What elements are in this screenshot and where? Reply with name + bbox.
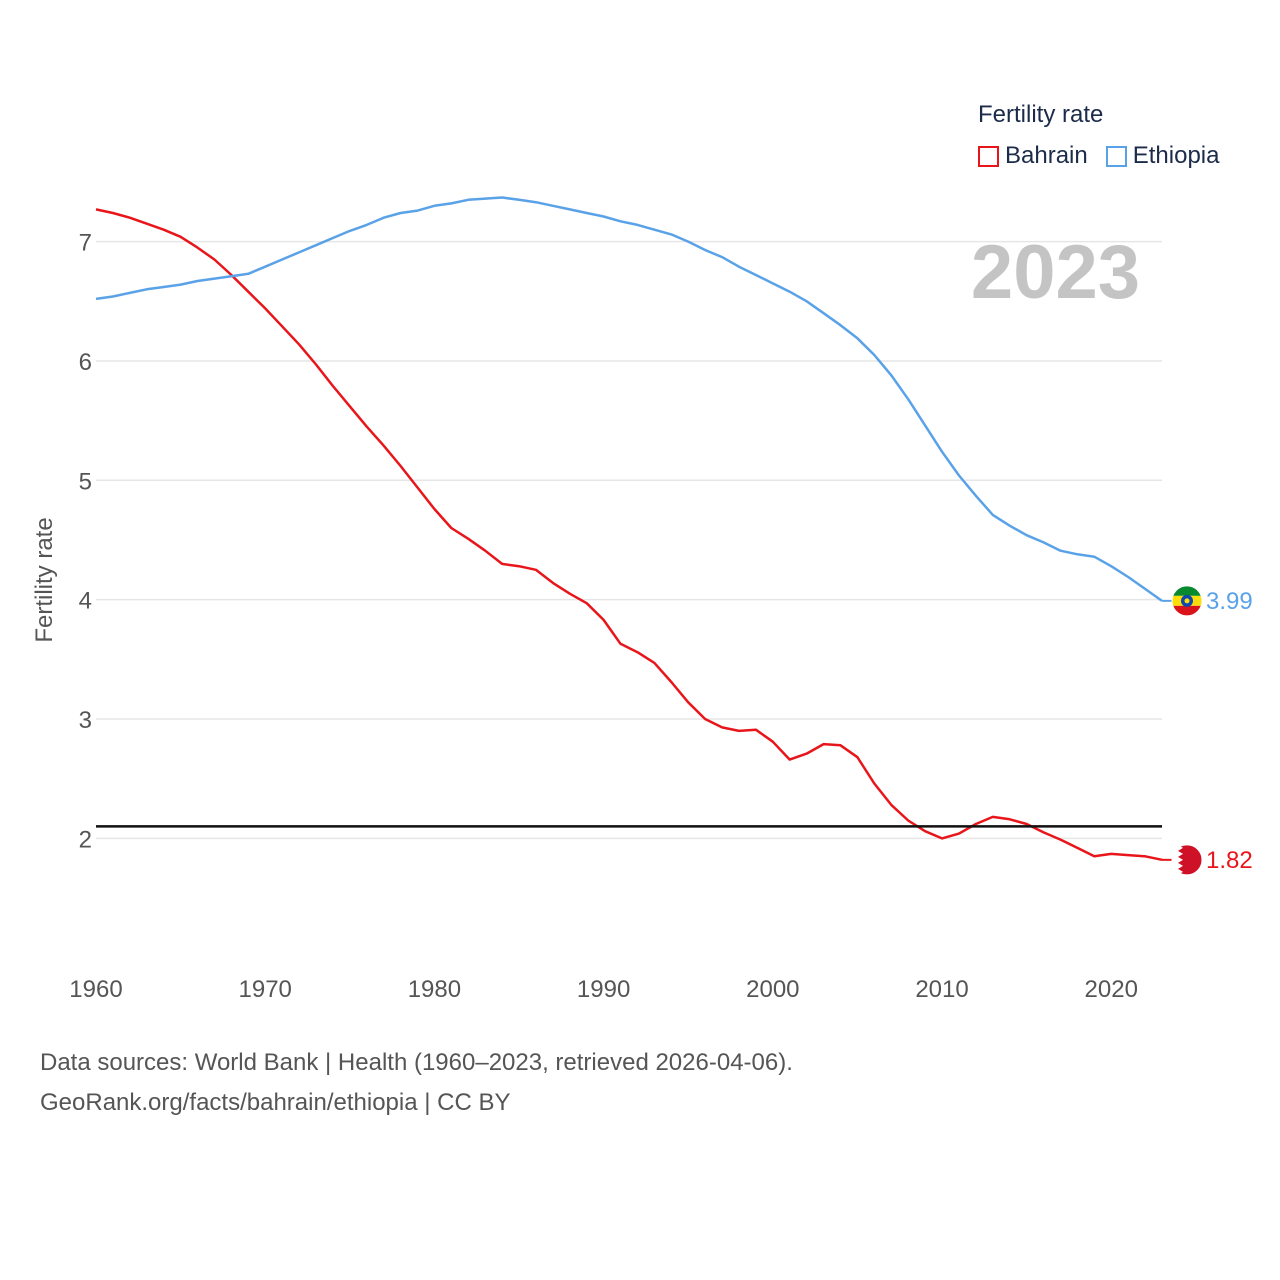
y-tick-label: 3 [79,707,92,734]
x-tick-label: 1980 [408,976,461,1003]
legend-swatch-ethiopia [1105,145,1127,167]
legend-title: Fertility rate [978,101,1104,128]
y-tick-label: 7 [79,230,92,257]
footer: Data sources: World Bank | Health (1960–… [40,1043,793,1123]
x-tick-label: 2000 [746,976,799,1003]
flag-ethiopia-icon [1171,585,1203,617]
flag-bahrain-icon [1171,844,1203,876]
x-axis-ticks: 1960 1970 1980 1990 2000 2010 2020 [69,976,1138,1003]
y-tick-label: 5 [79,468,92,495]
end-value-bahrain: 1.82 [1206,847,1253,874]
y-axis-label: Fertility rate [31,517,58,642]
y-tick-label: 6 [79,349,92,376]
series-lines [95,196,1163,862]
end-value-ethiopia: 3.99 [1206,588,1253,615]
legend-item-bahrain[interactable]: Bahrain [978,142,1088,170]
series-line-bahrain [95,208,1163,862]
legend-label-ethiopia: Ethiopia [1132,142,1220,169]
y-tick-label: 4 [79,588,92,615]
y-axis-ticks: 2 3 4 5 6 7 [79,230,92,854]
end-markers: 1.82 3.99 [1162,585,1253,876]
x-tick-label: 2010 [915,976,968,1003]
x-tick-label: 1990 [577,976,630,1003]
legend-swatch-bahrain [978,145,999,167]
x-tick-label: 1960 [69,976,122,1003]
legend-label-bahrain: Bahrain [1005,142,1088,169]
x-tick-label: 2020 [1085,976,1138,1003]
data-sources: Data sources: World Bank | Health (1960–… [40,1049,793,1076]
year-label: 2023 [971,230,1140,315]
legend-item-ethiopia[interactable]: Ethiopia [1105,142,1220,170]
x-tick-label: 1970 [239,976,292,1003]
y-tick-label: 2 [79,826,92,853]
source-link[interactable]: GeoRank.org/facts/bahrain/ethiopia | CC … [40,1089,511,1116]
gridlines [96,240,1162,840]
series-line-ethiopia [95,196,1163,602]
legend: Bahrain Ethiopia [978,142,1237,170]
